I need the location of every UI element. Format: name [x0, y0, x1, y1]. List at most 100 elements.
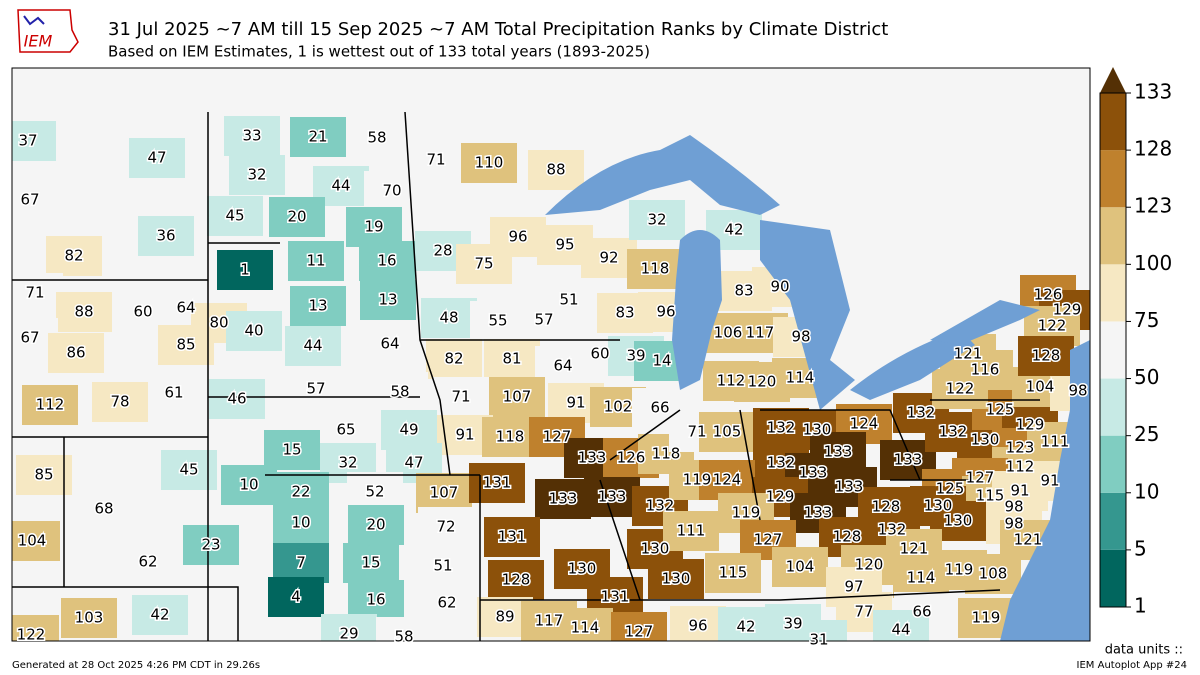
- district-label: 11: [306, 252, 325, 270]
- map-frame: [11, 67, 1091, 642]
- district-label: 97: [844, 578, 863, 596]
- district-label: 60: [133, 303, 152, 321]
- district-label: 85: [176, 336, 195, 354]
- district: [418, 507, 474, 547]
- district-label: 64: [380, 335, 399, 353]
- district-label: 128: [502, 571, 531, 589]
- district: [873, 610, 929, 641]
- district: [488, 560, 544, 600]
- district-label: 15: [282, 441, 301, 459]
- district-label: 121: [900, 540, 929, 558]
- district-label: 28: [433, 242, 452, 260]
- district-label: 42: [724, 221, 743, 239]
- colorbar-tick-label: 5: [1134, 536, 1147, 560]
- district: [408, 140, 464, 180]
- district-label: 1: [240, 261, 250, 279]
- district-label: 128: [872, 498, 901, 516]
- district: [791, 620, 847, 641]
- district: [146, 373, 202, 413]
- district: [965, 554, 1021, 594]
- district: [12, 180, 58, 220]
- district-label: 71: [687, 423, 706, 441]
- district-label: 112: [36, 396, 65, 414]
- colorbar-segment: [1100, 549, 1126, 607]
- colorbar-extend: [1100, 67, 1126, 93]
- district-label: 124: [850, 415, 879, 433]
- district-label: 123: [1006, 439, 1035, 457]
- district-label: 129: [766, 488, 795, 506]
- district-label: 62: [437, 594, 456, 612]
- district-label: 116: [971, 361, 1000, 379]
- district-label: 106: [714, 324, 743, 342]
- app: IEM Autoplot App #24: [1077, 660, 1187, 671]
- district-label: 107: [430, 484, 459, 502]
- district: [469, 463, 525, 503]
- district-label: 128: [833, 528, 862, 546]
- district-label: 65: [336, 421, 355, 439]
- district-label: 7: [296, 554, 306, 572]
- colorbar-frame: [1099, 92, 1127, 608]
- district: [705, 553, 761, 593]
- district-label: 57: [534, 311, 553, 329]
- district-label: 32: [338, 454, 357, 472]
- district-label: 29: [339, 625, 358, 643]
- district-label: 88: [546, 161, 565, 179]
- district-label: 130: [971, 431, 1000, 449]
- district: [489, 377, 545, 417]
- district-label: 111: [677, 522, 706, 540]
- district-label: 133: [799, 464, 828, 482]
- districts: [12, 116, 1090, 641]
- district: [285, 326, 341, 366]
- district: [273, 503, 329, 543]
- district: [268, 577, 324, 617]
- district-label: 104: [18, 532, 47, 550]
- district-label: 127: [966, 469, 995, 487]
- district: [76, 489, 132, 529]
- district: [16, 455, 72, 495]
- district: [1018, 336, 1074, 376]
- district-label: 96: [656, 303, 675, 321]
- district: [627, 249, 683, 289]
- district-label: 51: [433, 557, 452, 575]
- colorbar-segment: [1100, 207, 1126, 265]
- district: [557, 608, 613, 641]
- district-label: 122: [1038, 317, 1067, 335]
- district-label: 16: [377, 252, 396, 270]
- district-label: 118: [641, 260, 670, 278]
- district-label: 64: [176, 299, 195, 317]
- district-label: 119: [945, 561, 974, 579]
- district-label: 66: [650, 399, 669, 417]
- district-label: 125: [936, 480, 965, 498]
- district-label: 105: [713, 423, 742, 441]
- district: [376, 617, 432, 641]
- district: [138, 216, 194, 256]
- district: [490, 217, 546, 257]
- district-label: 111: [1041, 433, 1070, 451]
- district-label: 37: [18, 132, 37, 150]
- district-label: 121: [954, 345, 983, 363]
- district-label: 71: [451, 388, 470, 406]
- district: [670, 606, 726, 641]
- district-label: 95: [555, 236, 574, 254]
- district: [772, 547, 828, 587]
- district-label: 133: [578, 449, 607, 467]
- district-label: 60: [590, 345, 609, 363]
- district-label: 96: [688, 617, 707, 635]
- district: [360, 280, 416, 320]
- district-label: 130: [662, 570, 691, 588]
- district: [269, 197, 325, 237]
- district-label: 124: [713, 471, 742, 489]
- district: [421, 298, 477, 338]
- colorbar-tick-label: 128: [1134, 137, 1172, 161]
- district-label: 125: [986, 401, 1015, 419]
- district-label: 40: [244, 322, 263, 340]
- district: [348, 580, 404, 620]
- colorbar-tick-label: 100: [1134, 251, 1172, 275]
- district: [264, 430, 320, 470]
- district-label: 117: [535, 612, 564, 630]
- district: [611, 612, 667, 641]
- logo: IEM: [17, 9, 79, 53]
- district-label: 102: [604, 398, 633, 416]
